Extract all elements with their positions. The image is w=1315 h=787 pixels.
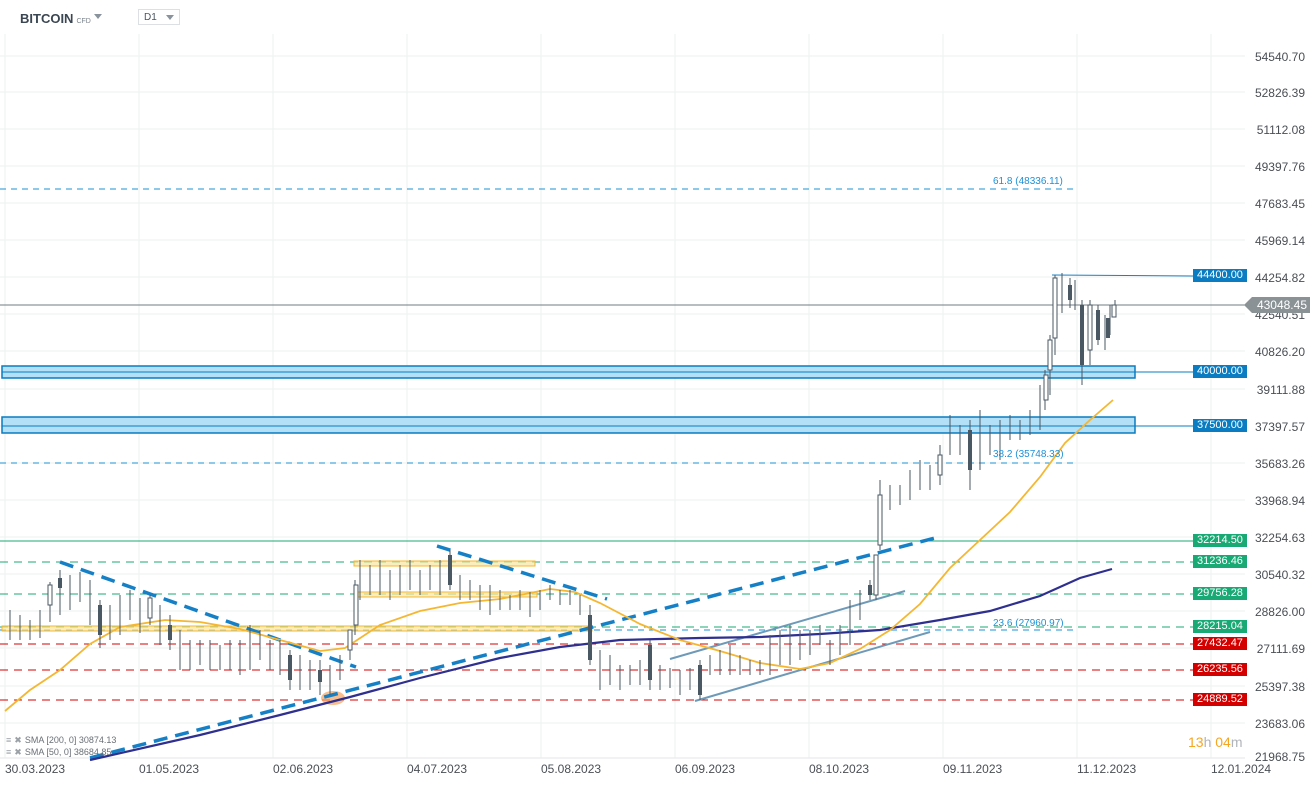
date-axis-label: 30.03.2023	[5, 762, 66, 776]
menu-icon[interactable]: ≡	[6, 735, 12, 745]
level-badge: 29756.28	[1193, 587, 1247, 600]
date-axis-label: 12.01.2024	[1211, 762, 1272, 776]
level-badge: 31236.46	[1193, 555, 1247, 568]
timeframe-value: D1	[144, 12, 157, 23]
current-price-tag: 43048.45	[1244, 297, 1310, 313]
fib-label: 38.2 (35748.33)	[993, 449, 1064, 460]
date-axis-label: 06.09.2023	[675, 762, 736, 776]
price-axis-label: 33968.94	[1254, 494, 1305, 508]
fib-label: 61.8 (48336.11)	[993, 176, 1063, 187]
level-badge: 27432.47	[1193, 637, 1247, 650]
level-badge: 24889.52	[1193, 693, 1247, 706]
symbol-name: BITCOIN	[20, 11, 74, 26]
close-icon[interactable]: ✖	[14, 747, 22, 757]
level-badge: 44400.00	[1193, 269, 1247, 282]
price-axis-label: 23683.06	[1254, 717, 1305, 731]
level-badge: 37500.00	[1193, 419, 1247, 432]
close-icon[interactable]: ✖	[14, 735, 22, 745]
date-axis-label: 09.11.2023	[943, 762, 1003, 776]
indicator-label: SMA [50, 0] 38684.85	[24, 747, 112, 757]
timeframe-dropdown[interactable]: D1	[138, 9, 180, 25]
candle-countdown: 13h 04m	[1188, 734, 1243, 750]
price-axis-label: 51112.08	[1256, 123, 1305, 137]
symbol-type: CFD	[76, 18, 91, 25]
level-badge: 26235.56	[1193, 663, 1247, 676]
date-axis-label: 05.08.2023	[541, 762, 602, 776]
price-axis-label: 47683.45	[1254, 197, 1305, 211]
price-axis-label: 44254.82	[1254, 271, 1305, 285]
fib-label: 23.6 (27960.97)	[993, 618, 1064, 629]
level-badge: 28215.04	[1193, 620, 1247, 633]
date-axis-label: 02.06.2023	[273, 762, 334, 776]
symbol-selector[interactable]: BITCOIN CFD	[20, 11, 91, 26]
indicator-label: SMA [200, 0] 30874.13	[24, 735, 117, 745]
price-axis-label: 30540.32	[1254, 568, 1305, 582]
price-axis-label: 45969.14	[1254, 234, 1305, 248]
price-axis-label: 32254.63	[1254, 531, 1305, 545]
date-axis-label: 04.07.2023	[407, 762, 468, 776]
chart-toolbar: BITCOIN CFD D1	[0, 0, 1315, 34]
date-axis-label: 01.05.2023	[139, 762, 200, 776]
price-axis-label: 28826.00	[1254, 605, 1305, 619]
menu-icon[interactable]: ≡	[6, 747, 12, 757]
price-axis-label: 49397.76	[1254, 160, 1305, 174]
price-axis-label: 52826.39	[1254, 86, 1305, 100]
price-axis-label: 35683.26	[1254, 457, 1305, 471]
price-axis-label: 25397.38	[1254, 680, 1305, 694]
price-axis-label: 37397.57	[1254, 420, 1305, 434]
price-axis-label: 21968.75	[1254, 750, 1305, 764]
chevron-down-icon[interactable]	[94, 14, 102, 19]
price-axis-label: 40826.20	[1254, 345, 1305, 359]
indicator-legend-sma200[interactable]: ≡ ✖ SMA [200, 0] 30874.13	[6, 735, 116, 746]
level-badge: 32214.50	[1193, 534, 1247, 547]
price-axis-label: 39111.88	[1256, 383, 1305, 397]
price-axis-label: 54540.70	[1254, 50, 1305, 64]
indicator-legend-sma50[interactable]: ≡ ✖ SMA [50, 0] 38684.85	[6, 747, 111, 758]
date-axis-label: 08.10.2023	[809, 762, 870, 776]
date-axis-label: 11.12.2023	[1077, 762, 1137, 776]
price-axis-label: 27111.69	[1256, 642, 1305, 656]
chevron-down-icon	[166, 15, 174, 20]
level-badge: 40000.00	[1193, 365, 1247, 378]
